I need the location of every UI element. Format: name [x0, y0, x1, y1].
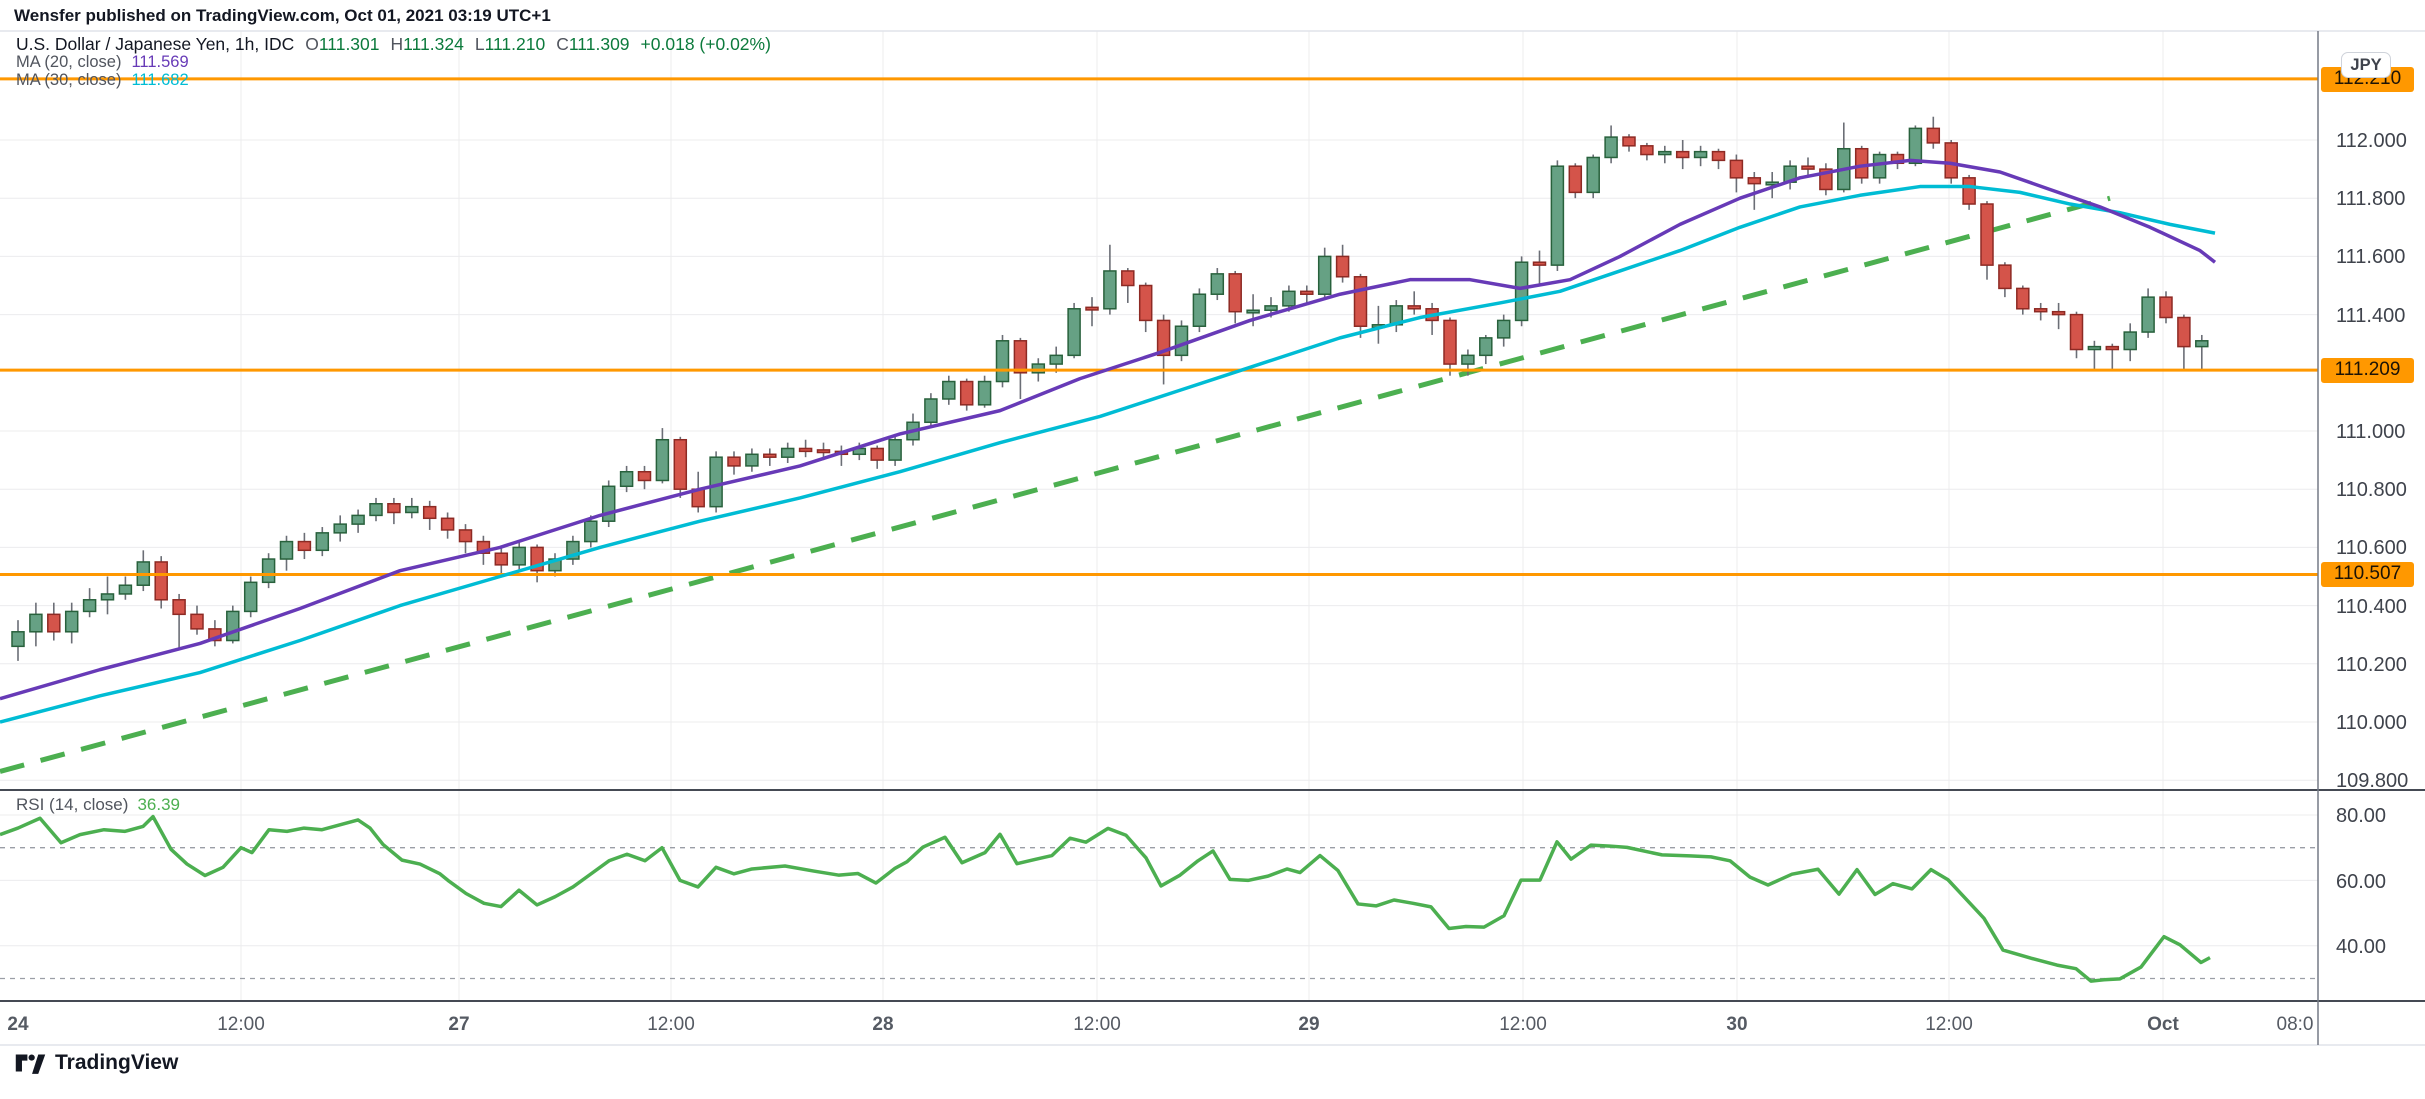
panel-frame: [0, 30, 2425, 1046]
ma30-line[interactable]: [0, 184, 2216, 724]
svg-text:27: 27: [448, 1014, 469, 1035]
symbol-title: U.S. Dollar / Japanese Yen, 1h, IDC: [16, 34, 295, 54]
tradingview-logo-icon: [15, 1054, 46, 1074]
svg-text:12:00: 12:00: [1073, 1014, 1121, 1035]
svg-text:111.800: 111.800: [2336, 188, 2405, 210]
svg-text:111.000: 111.000: [2336, 421, 2405, 443]
svg-text:12:00: 12:00: [1925, 1014, 1973, 1035]
svg-text:111.400: 111.400: [2336, 305, 2405, 327]
ma30-label: MA (30, close): [16, 71, 122, 89]
ma20-legend[interactable]: MA (20, close) 111.569: [16, 53, 189, 72]
svg-text:12:00: 12:00: [1499, 1014, 1547, 1035]
ohlc-low: L111.210: [474, 34, 546, 54]
svg-text:Oct: Oct: [2147, 1014, 2179, 1035]
svg-text:110.400: 110.400: [2336, 596, 2407, 618]
ohlc-close: C111.309: [556, 34, 630, 54]
svg-text:111.600: 111.600: [2336, 246, 2405, 268]
ohlc-open: O111.301: [305, 34, 380, 54]
rsi-label: RSI (14, close): [16, 795, 129, 814]
svg-text:110.200: 110.200: [2336, 654, 2407, 676]
time-axis[interactable]: 24 12:00 27 12:00 28 12:00 29 12:00 30 12:00 Oct 08…: [7, 1014, 2313, 1035]
svg-text:40.00: 40.00: [2336, 936, 2386, 958]
tradingview-logo[interactable]: TradingView: [15, 1050, 178, 1076]
svg-text:110.800: 110.800: [2336, 479, 2407, 501]
svg-text:110.000: 110.000: [2336, 712, 2407, 734]
ma20-value: 111.569: [131, 53, 189, 71]
svg-text:60.00: 60.00: [2336, 871, 2386, 893]
price-axis[interactable]: 112.000 111.800 111.600 111.400 111.000 110.8…: [2336, 130, 2408, 958]
svg-text:24: 24: [7, 1014, 29, 1035]
ma20-line[interactable]: [0, 158, 2217, 701]
currency-axis-label[interactable]: JPY: [2341, 52, 2391, 78]
svg-text:112.000: 112.000: [2336, 130, 2407, 152]
rsi-legend[interactable]: RSI (14, close) 36.39: [16, 795, 180, 815]
svg-text:80.00: 80.00: [2336, 805, 2386, 827]
rsi-value: 36.39: [137, 795, 180, 814]
svg-text:12:00: 12:00: [647, 1014, 695, 1035]
grid-lines: [0, 31, 2318, 1001]
ma20-label: MA (20, close): [16, 53, 122, 71]
svg-text:08:0: 08:0: [2277, 1014, 2314, 1035]
ma30-legend[interactable]: MA (30, close) 111.682: [16, 71, 189, 90]
price-change: +0.018 (+0.02%): [640, 34, 771, 54]
ohlc-high: H111.324: [390, 34, 464, 54]
svg-text:12:00: 12:00: [217, 1014, 265, 1035]
svg-text:110.600: 110.600: [2336, 537, 2407, 559]
price-line-badge: 110.507: [2321, 561, 2414, 587]
symbol-legend[interactable]: U.S. Dollar / Japanese Yen, 1h, IDC O111…: [16, 34, 771, 55]
tradingview-logo-text: TradingView: [55, 1051, 179, 1074]
svg-text:29: 29: [1298, 1014, 1319, 1035]
ma30-value: 111.682: [131, 71, 189, 89]
price-line-badge: 111.209: [2321, 357, 2414, 383]
svg-text:28: 28: [872, 1014, 893, 1035]
trend-line[interactable]: [0, 195, 2111, 774]
attribution-text: Wensfer published on TradingView.com, Oc…: [14, 6, 551, 25]
rsi-line[interactable]: [0, 814, 2211, 983]
svg-text:109.800: 109.800: [2336, 770, 2408, 792]
svg-text:30: 30: [1726, 1014, 1747, 1035]
